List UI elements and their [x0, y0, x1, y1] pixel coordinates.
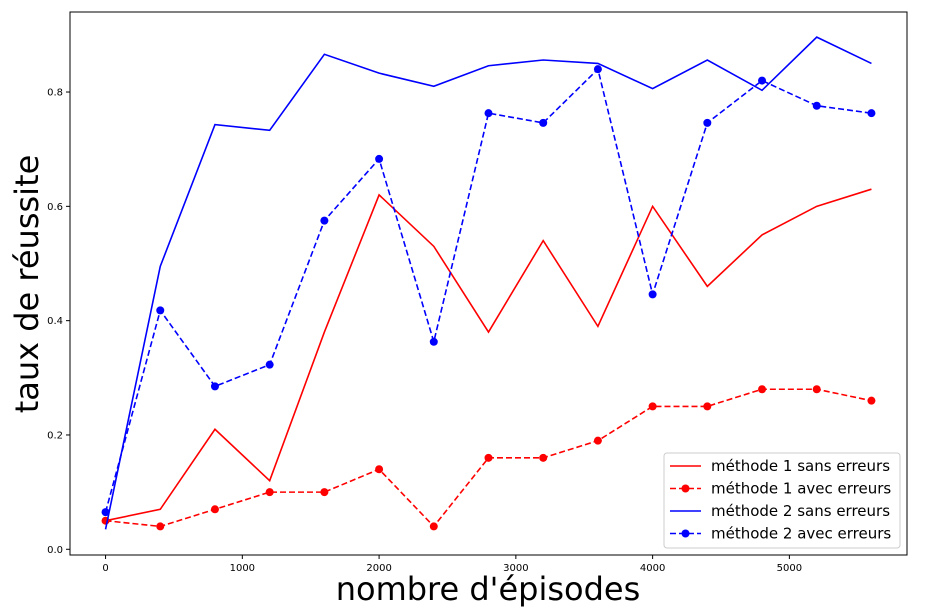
series-4-point — [101, 508, 110, 517]
series-2-point — [758, 385, 767, 394]
series-2-point — [484, 453, 493, 462]
series-2-point — [320, 488, 329, 497]
y-tick-label: 0.8 — [47, 88, 63, 99]
legend-marker — [681, 529, 690, 538]
legend-label: méthode 1 sans erreurs — [711, 457, 890, 475]
x-tick-label: 1000 — [230, 563, 255, 574]
series-4-point — [539, 118, 548, 127]
series-4-point — [758, 76, 767, 85]
series-4-point — [703, 118, 712, 127]
plot-frame — [69, 11, 908, 556]
series-4-point — [812, 101, 821, 110]
series-4-point — [429, 337, 438, 346]
series-2-point — [265, 488, 274, 497]
series-2-point — [375, 465, 384, 474]
legend: méthode 1 sans erreurs méthode 1 avec err… — [663, 452, 901, 549]
series-2-point — [867, 396, 876, 405]
series-2-point — [812, 385, 821, 394]
series-4-point — [210, 382, 219, 391]
legend-label: méthode 2 sans erreurs — [711, 502, 890, 520]
series-2-point — [210, 505, 219, 514]
series-line-3 — [104, 36, 872, 530]
series-2-point — [703, 402, 712, 411]
y-tick-label: 0.4 — [47, 316, 63, 327]
series-4-point — [593, 65, 602, 74]
series-4-point — [265, 360, 274, 369]
series-4-point — [375, 154, 384, 163]
series-layer — [101, 36, 876, 531]
x-tick-label: 5000 — [777, 563, 802, 574]
legend-label: méthode 1 avec erreurs — [711, 480, 891, 498]
series-4-point — [156, 306, 165, 315]
y-tick-label: 0.6 — [47, 202, 63, 213]
x-tick-label: 2000 — [366, 563, 391, 574]
y-tick-label: 0.0 — [47, 545, 63, 556]
series-4-point — [648, 290, 657, 299]
series-line-1 — [105, 188, 872, 522]
series-2-point — [429, 522, 438, 531]
series-2-point — [648, 402, 657, 411]
x-tick-label: 4000 — [640, 563, 665, 574]
y-axis-title: taux de réussite — [8, 155, 46, 414]
x-tick-label: 0 — [102, 563, 108, 574]
legend-label: méthode 2 avec erreurs — [711, 525, 891, 543]
legend-marker — [681, 484, 690, 493]
series-2-point — [593, 436, 602, 445]
axis-ticks: 0 1000 2000 3000 4000 5000 0.0 0.2 0.4 0.6 0.8 — [47, 88, 802, 574]
x-axis-title: nombre d'épisodes — [336, 570, 641, 608]
legend-box — [663, 452, 901, 549]
series-2-point — [156, 522, 165, 531]
x-tick-label: 3000 — [503, 563, 528, 574]
series-4-point — [320, 216, 329, 225]
series-line-4 — [104, 67, 872, 513]
series-2-point — [539, 453, 548, 462]
y-tick-label: 0.2 — [47, 430, 63, 441]
series-4-point — [484, 109, 493, 118]
series-4-point — [867, 109, 876, 118]
